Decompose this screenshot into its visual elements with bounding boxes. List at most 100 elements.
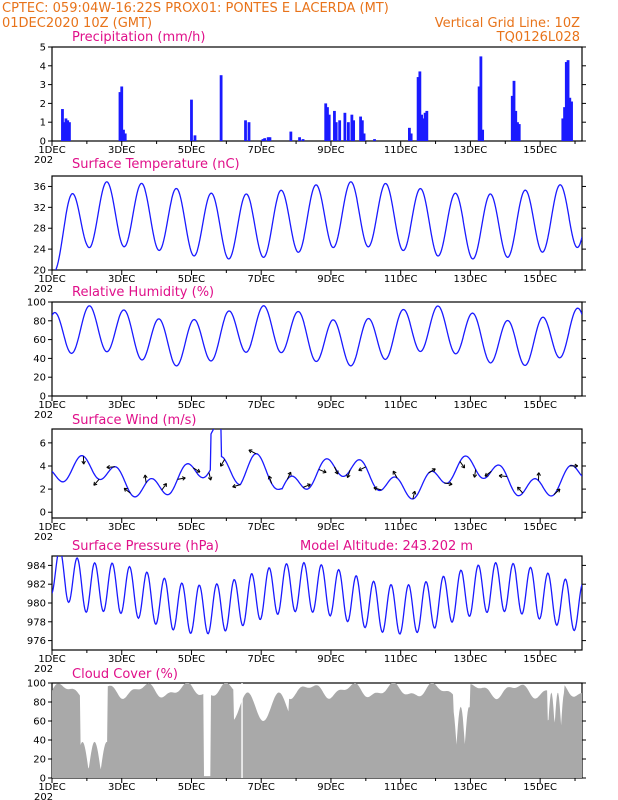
panel-title: Relative Humidity (%) (72, 285, 214, 300)
x-tick-label: 9DEC (317, 654, 344, 665)
precip-bar (343, 112, 347, 141)
wind-arrow (268, 475, 273, 484)
x-tick-label: 1DEC (38, 145, 65, 156)
x-tick-label: 11DEC (384, 782, 418, 793)
panel-4: Surface Wind (m/s) 0 2 4 6 1DEC 3DEC 5DEC 7DEC 9D… (34, 413, 586, 543)
wind-arrow-head (517, 486, 522, 491)
x-tick-label: 7DEC (248, 400, 275, 411)
wind-arrow-head (498, 473, 503, 479)
y-tick-label: 982 (27, 580, 46, 591)
wind-arrow (123, 487, 131, 494)
x-tick-label: 9DEC (317, 274, 344, 285)
precip-bar (301, 139, 305, 141)
wind-arrow-head (93, 481, 98, 486)
precip-bar (327, 114, 331, 141)
wind-arrow-head (392, 470, 397, 475)
wind-arrow-head (267, 475, 273, 480)
precip-bar (324, 103, 328, 141)
precip-bar (261, 139, 265, 141)
x-tick-label: 5DEC (178, 654, 205, 665)
precip-bar (420, 114, 424, 141)
wind-arrow-head (322, 469, 327, 474)
wind-arrow (161, 483, 167, 491)
precip-bar (244, 120, 247, 141)
wind-arrow (459, 461, 465, 469)
wind-arrow-head (574, 463, 579, 469)
wind-arrow (428, 468, 436, 474)
wind-arrow-head (106, 464, 111, 470)
precip-bar (568, 97, 572, 141)
x-tick-label: 3DEC (108, 274, 135, 285)
wind-arrow (302, 483, 311, 488)
x-tick-label: 15DEC (523, 274, 557, 285)
precip-bar (268, 137, 272, 141)
precip-bar (334, 122, 338, 141)
x-tick-label: 5DEC (178, 274, 205, 285)
year-label: 202 (34, 792, 53, 800)
x-tick-label: 13DEC (454, 654, 488, 665)
y-tick-label: 976 (27, 636, 46, 647)
wind-arrow-head (287, 471, 292, 476)
year-label: 202 (34, 410, 53, 421)
precip-bar (359, 116, 362, 141)
precip-bar (298, 137, 301, 141)
precip-bar (61, 109, 64, 141)
y-tick-label: 80 (33, 316, 46, 327)
wind-arrow-head (220, 462, 224, 467)
wind-arrow (473, 469, 477, 478)
y-tick-label: 36 (33, 182, 46, 193)
x-tick-label: 7DEC (248, 145, 275, 156)
precip-bar (66, 120, 70, 141)
x-tick-label: 13DEC (454, 400, 488, 411)
wind-arrow (318, 468, 327, 473)
y-tick-label: 978 (27, 617, 46, 628)
precip-bar (362, 133, 366, 141)
panel-title: Cloud Cover (%) (72, 667, 178, 682)
humidity-line (52, 305, 582, 367)
x-tick-label: 3DEC (108, 522, 135, 533)
wind-arrow-head (346, 474, 351, 479)
precip-bar (64, 118, 68, 141)
panel-2: Surface Temperature (nC) 20 24 28 32 36 1DEC 3D… (33, 157, 586, 295)
panel-frame (51, 428, 583, 519)
x-tick-label: 7DEC (248, 654, 275, 665)
panels: Precipitation (mm/h) 0 1 2 3 4 5 1DEC 3DEC 5DEC 7D… (27, 30, 586, 800)
pressure-line (52, 556, 582, 635)
x-tick-label: 15DEC (523, 782, 557, 793)
wind-arrow (220, 459, 226, 467)
x-tick-label: 3DEC (108, 782, 135, 793)
x-tick-label: 13DEC (454, 782, 488, 793)
wind-arrow (232, 484, 241, 488)
temperature-line (54, 181, 582, 270)
wind-arrow-head (306, 483, 311, 488)
y-tick-label: 0 (40, 137, 46, 148)
year-label: 202 (34, 284, 53, 295)
wind-arrow (392, 470, 398, 479)
precip-bar (516, 122, 519, 141)
header-grid-line: Vertical Grid Line: 10Z (435, 16, 580, 31)
wind-arrow-head (556, 488, 561, 493)
x-tick-label: 13DEC (454, 274, 488, 285)
y-tick-label: 60 (33, 717, 46, 728)
x-tick-label: 13DEC (454, 145, 488, 156)
x-tick-label: 7DEC (248, 782, 275, 793)
precip-bar (418, 71, 422, 141)
y-tick-label: 20 (33, 755, 46, 766)
wind-arrow (358, 466, 367, 471)
x-tick-label: 9DEC (317, 400, 344, 411)
precip-bar (561, 118, 565, 141)
precip-bar (193, 135, 197, 141)
precip-bar (570, 101, 573, 141)
x-tick-label: 11DEC (384, 400, 418, 411)
precip-bar (416, 77, 420, 141)
precip-bar (62, 122, 66, 141)
x-tick-label: 1DEC (38, 274, 65, 285)
x-tick-label: 9DEC (317, 145, 344, 156)
precip-bar (510, 95, 514, 141)
precip-bar (425, 110, 429, 141)
header-date: 01DEC2020 10Z (GMT) (2, 16, 152, 31)
wind-arrow-head (484, 472, 489, 477)
precip-bar (514, 110, 518, 141)
wind-arrow-head (123, 487, 128, 492)
wind-arrow (93, 478, 100, 486)
